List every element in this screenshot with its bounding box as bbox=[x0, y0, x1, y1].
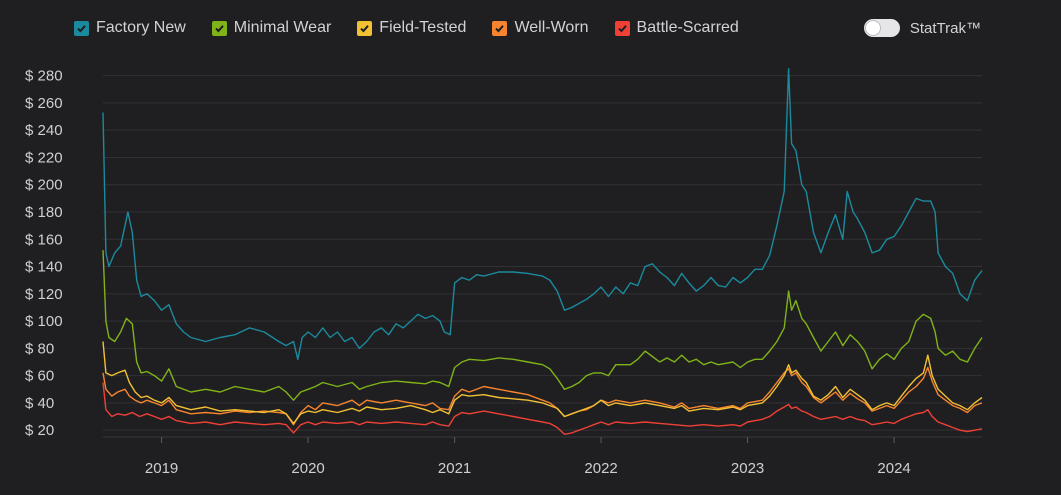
y-tick-label: $ 240 bbox=[25, 122, 63, 139]
y-tick-label: $ 60 bbox=[25, 368, 54, 385]
x-tick-label: 2019 bbox=[145, 460, 178, 477]
stattrak-toggle[interactable] bbox=[863, 19, 900, 37]
legend-item-minimal-wear[interactable]: Minimal Wear bbox=[211, 19, 332, 37]
legend-label: Well-Worn bbox=[514, 19, 589, 36]
y-tick-label: $ 100 bbox=[25, 313, 63, 330]
y-tick-label: $ 200 bbox=[25, 177, 63, 194]
checkbox-checked-icon[interactable] bbox=[492, 20, 508, 36]
grid-lines bbox=[103, 75, 982, 431]
checkbox-checked-icon[interactable] bbox=[211, 20, 227, 36]
y-tick-label: $ 280 bbox=[25, 68, 63, 85]
series-line-minimal-wear bbox=[102, 250, 983, 401]
legend-item-field-tested[interactable]: Field-Tested bbox=[357, 19, 466, 37]
x-tick-label: 2020 bbox=[291, 460, 324, 477]
x-tick-label: 2023 bbox=[731, 460, 764, 477]
y-tick-label: $ 260 bbox=[25, 95, 63, 112]
series-line-battle-scarred bbox=[102, 382, 983, 435]
checkbox-checked-icon[interactable] bbox=[74, 20, 89, 36]
legend-label: Field-Tested bbox=[379, 19, 467, 36]
legend-label: Minimal Wear bbox=[233, 19, 332, 36]
checkbox-checked-icon[interactable] bbox=[357, 20, 373, 36]
y-tick-label: $ 120 bbox=[25, 286, 63, 303]
series-line-factory-new bbox=[102, 68, 983, 360]
y-tick-label: $ 160 bbox=[25, 231, 63, 248]
x-tick-label: 2021 bbox=[438, 460, 471, 477]
x-tick-label: 2024 bbox=[877, 460, 910, 477]
x-tick-label: 2022 bbox=[584, 460, 617, 477]
stattrak-label: StatTrak™ bbox=[909, 19, 981, 37]
y-tick-label: $ 180 bbox=[25, 204, 63, 221]
y-tick-label: $ 140 bbox=[25, 259, 63, 276]
series-lines bbox=[102, 68, 983, 435]
y-tick-label: $ 220 bbox=[25, 149, 63, 166]
chart-legend: Factory New Minimal Wear Field-Tested Well-… bbox=[74, 17, 739, 39]
stattrak-toggle-group: StatTrak™ bbox=[863, 17, 981, 39]
y-tick-label: $ 20 bbox=[25, 422, 54, 439]
legend-label: Factory New bbox=[96, 19, 186, 36]
y-axis: $ 20 $ 40 $ 60 $ 80 $ 100 $ 120 $ 140 $ 160 $ 18… bbox=[25, 68, 63, 440]
checkbox-checked-icon[interactable] bbox=[614, 20, 630, 36]
legend-item-well-worn[interactable]: Well-Worn bbox=[492, 19, 589, 37]
series-line-field-tested bbox=[102, 341, 983, 425]
x-axis: 2019 2020 2021 2022 2023 2024 bbox=[103, 436, 982, 477]
legend-label: Battle-Scarred bbox=[636, 19, 739, 36]
legend-item-battle-scarred[interactable]: Battle-Scarred bbox=[614, 19, 739, 37]
y-tick-label: $ 40 bbox=[25, 395, 54, 412]
y-tick-label: $ 80 bbox=[25, 340, 54, 357]
legend-item-factory-new[interactable]: Factory New bbox=[74, 19, 186, 37]
toggle-knob bbox=[864, 20, 881, 36]
